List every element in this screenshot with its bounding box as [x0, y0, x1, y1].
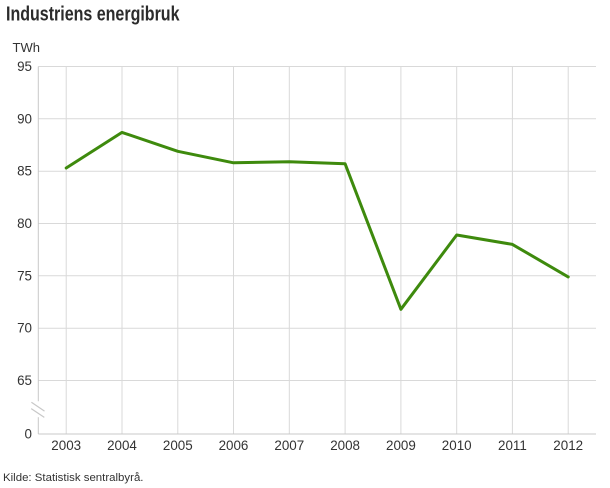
svg-text:95: 95	[17, 59, 32, 74]
svg-text:2004: 2004	[107, 438, 137, 453]
svg-text:65: 65	[17, 373, 32, 388]
svg-text:2006: 2006	[219, 438, 249, 453]
svg-text:2012: 2012	[553, 438, 583, 453]
svg-text:2010: 2010	[442, 438, 472, 453]
svg-text:2005: 2005	[163, 438, 193, 453]
svg-text:2011: 2011	[498, 438, 527, 453]
svg-text:2009: 2009	[386, 438, 416, 453]
svg-text:Kilde: Statistisk sentralbyrå.: Kilde: Statistisk sentralbyrå.	[3, 472, 144, 484]
svg-text:70: 70	[17, 321, 32, 336]
svg-text:75: 75	[17, 268, 32, 283]
svg-text:80: 80	[17, 216, 32, 231]
svg-text:2003: 2003	[51, 438, 81, 453]
svg-text:85: 85	[17, 164, 32, 179]
svg-text:TWh: TWh	[13, 40, 40, 55]
svg-text:0: 0	[25, 427, 32, 442]
svg-text:2007: 2007	[274, 438, 304, 453]
svg-text:90: 90	[17, 111, 32, 126]
svg-text:2008: 2008	[330, 438, 360, 453]
svg-text:Industriens energibruk: Industriens energibruk	[6, 4, 180, 26]
